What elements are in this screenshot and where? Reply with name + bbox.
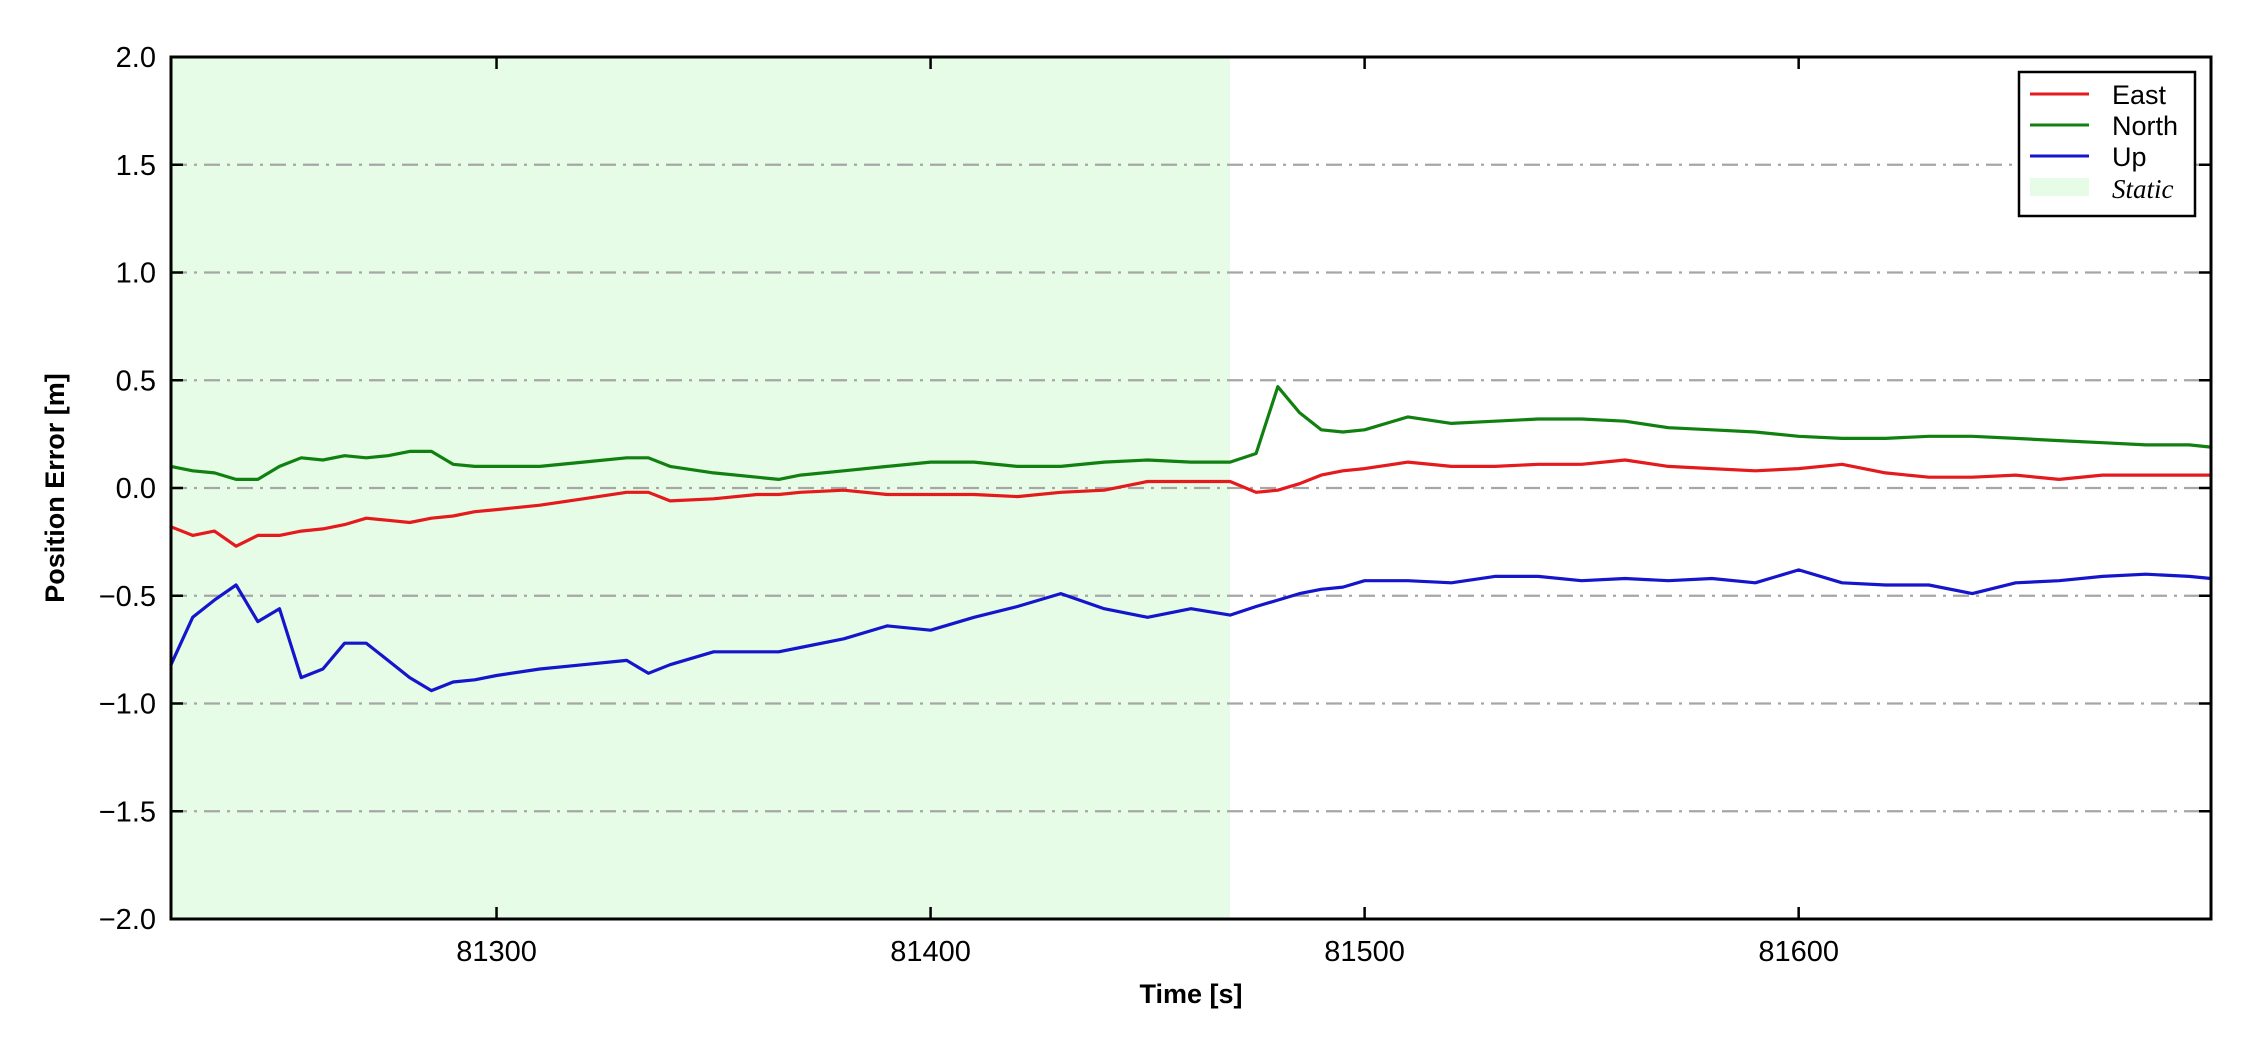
y-tick-label: −1.5 bbox=[99, 796, 156, 828]
series-line-north bbox=[169, 385, 2213, 481]
y-tick-label: 0.0 bbox=[116, 473, 156, 505]
x-tick-label: 81600 bbox=[1758, 936, 1839, 968]
x-tick-label: 81300 bbox=[456, 936, 537, 968]
y-tick-label: −0.5 bbox=[99, 581, 156, 613]
legend-label-north: North bbox=[2112, 111, 2178, 141]
tick-label-layer: −2.0 −1.5 −1.0 −0.5 0.0 0.5 1.0 1.5 2.0 81300 8140… bbox=[99, 42, 1839, 968]
series-layer bbox=[169, 385, 2213, 693]
x-tick-label: 81400 bbox=[890, 936, 971, 968]
legend: East North Up Static bbox=[2017, 70, 2197, 218]
grid-layer bbox=[171, 163, 2211, 813]
series-line-east bbox=[169, 458, 2213, 548]
y-tick-label: −2.0 bbox=[99, 904, 156, 936]
ticks-layer bbox=[171, 55, 2211, 921]
y-tick-label: 1.5 bbox=[116, 150, 156, 182]
x-axis-label: Time [s] bbox=[1139, 979, 1242, 1009]
legend-label-up: Up bbox=[2112, 142, 2147, 172]
series-line-up bbox=[169, 568, 2213, 693]
y-tick-label: −1.0 bbox=[99, 689, 156, 721]
y-axis-label: Position Error [m] bbox=[40, 373, 70, 603]
legend-label-static: Static bbox=[2112, 174, 2174, 204]
y-tick-label: 1.0 bbox=[116, 258, 156, 290]
y-tick-label: 2.0 bbox=[116, 42, 156, 74]
x-tick-label: 81500 bbox=[1324, 936, 1405, 968]
legend-label-east: East bbox=[2112, 80, 2167, 110]
legend-swatch-static bbox=[2030, 178, 2089, 196]
y-tick-label: 0.5 bbox=[116, 365, 156, 397]
